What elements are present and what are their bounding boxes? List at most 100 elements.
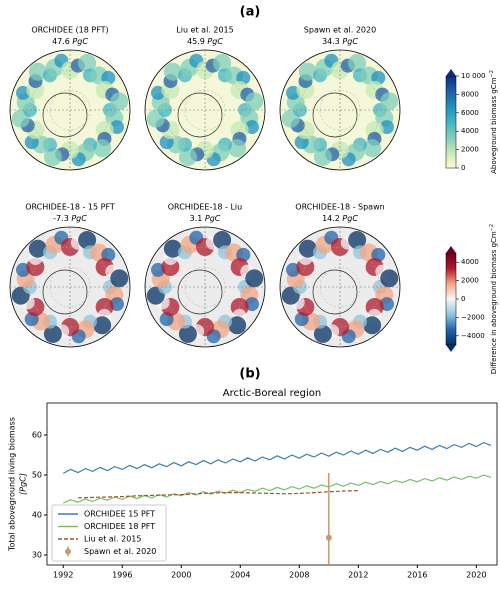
- colorbar-label: Aboveground biomass gCm−2: [489, 70, 499, 174]
- map-patch: [110, 269, 129, 288]
- colorbar-tick-label: 0: [461, 295, 465, 303]
- map-title: ORCHIDEE-18 - 15 PFT: [25, 203, 115, 212]
- map-total: 45.9 PgC: [187, 37, 223, 46]
- y-axis-label: Total aboveground living biomass: [8, 417, 17, 552]
- legend-label: ORCHIDEE 18 PFT: [84, 522, 155, 531]
- map-patch: [245, 269, 264, 288]
- chart-title: Arctic-Boreal region: [223, 388, 321, 399]
- map-patch: [363, 139, 382, 158]
- colorbar-label-sup: −2: [489, 224, 495, 231]
- panel-label: (b): [239, 367, 260, 382]
- parallel: [164, 246, 246, 328]
- parallel: [49, 266, 91, 308]
- y-tick-label: 40: [32, 511, 42, 520]
- map-total-value: 14.2: [322, 214, 340, 223]
- colorbar-tick-label: 4000: [461, 258, 479, 266]
- map-total: 3.1 PgC: [190, 214, 221, 223]
- colorbar-label-text: Aboveground biomass gCm: [490, 77, 498, 174]
- land-outline: [177, 92, 223, 138]
- map-patch: [363, 316, 382, 335]
- map-patch: [348, 231, 367, 250]
- map-patch: [228, 316, 247, 335]
- x-tick-label: 1996: [112, 571, 132, 580]
- map-title: ORCHIDEE-18 - Spawn: [295, 203, 384, 212]
- x-tick-label: 2020: [466, 571, 486, 580]
- map-patch: [93, 139, 112, 158]
- parallel: [299, 69, 381, 151]
- legend-swatch: [65, 548, 71, 555]
- line: [62, 474, 492, 504]
- colorbar-tick-label: 2000: [461, 277, 479, 285]
- land-outline: [312, 269, 358, 315]
- parallel: [164, 69, 246, 151]
- line: [62, 441, 492, 474]
- colorbar-tick-label: 8000: [461, 90, 479, 98]
- map-patch: [178, 324, 197, 343]
- x-tick-label: 1992: [53, 571, 73, 580]
- parallel: [299, 246, 381, 328]
- legend-label: Liu et al. 2015: [84, 535, 141, 544]
- y-tick-label: 30: [32, 551, 42, 560]
- parallel: [184, 266, 226, 308]
- colorbar-tick-label: −4000: [461, 332, 485, 340]
- x-tick-label: 2008: [289, 571, 309, 580]
- map-title: Liu et al. 2015: [176, 26, 233, 35]
- parallel: [184, 89, 226, 131]
- land-outline: [177, 269, 223, 315]
- line: [77, 490, 359, 499]
- map-patch: [298, 239, 317, 258]
- colorbar: [445, 75, 457, 169]
- map-total-unit: PgC: [71, 214, 87, 223]
- map-patch: [228, 139, 247, 158]
- colorbar-tick-label: 6000: [461, 109, 479, 117]
- colorbar-tick-label: 10 000: [461, 72, 486, 80]
- legend-label: Spawn et al. 2020: [84, 547, 156, 556]
- colorbar-tick-label: 2000: [461, 146, 479, 154]
- map-total-unit: PgC: [342, 37, 358, 46]
- map-patch: [380, 269, 399, 288]
- map-patch: [78, 231, 97, 250]
- parallel: [29, 246, 111, 328]
- map-title: ORCHIDEE-18 - Liu: [168, 203, 242, 212]
- colorbar-label: Difference in aboveground biomass gCm−2: [489, 224, 499, 374]
- colorbar-tick-label: 4000: [461, 127, 479, 135]
- panel-label: (a): [240, 5, 261, 20]
- plot-frame: [46, 402, 498, 566]
- map-total-value: 45.9: [187, 37, 205, 46]
- map-total: 34.3 PgC: [322, 37, 358, 46]
- map-patch: [245, 92, 264, 111]
- map-total: 47.6 PgC: [52, 37, 88, 46]
- map-title: Spawn et al. 2020: [304, 26, 376, 35]
- colorbar-label-sup: −2: [489, 70, 495, 77]
- parallel: [29, 69, 111, 151]
- map-total-value: -7.3: [53, 214, 69, 223]
- parallel: [319, 266, 361, 308]
- parallel: [319, 89, 361, 131]
- colorbar-label-text: Difference in aboveground biomass gCm: [490, 231, 498, 374]
- x-tick-label: 2000: [171, 571, 191, 580]
- x-tick-label: 2012: [348, 571, 368, 580]
- colorbar-extend: [446, 345, 456, 352]
- point: [325, 534, 332, 541]
- parallel: [49, 89, 91, 131]
- colorbar-tick-label: 0: [461, 164, 465, 172]
- map-patch: [298, 62, 317, 81]
- land-outline: [42, 269, 88, 315]
- map-patch: [43, 147, 62, 166]
- map-patch: [348, 54, 367, 73]
- map-patch: [110, 92, 129, 111]
- colorbar-extend: [446, 246, 456, 253]
- map-total-value: 3.1: [190, 214, 203, 223]
- map-patch: [313, 147, 332, 166]
- map-patch: [43, 324, 62, 343]
- map-patch: [163, 62, 182, 81]
- land-outline: [42, 92, 88, 138]
- map-patch: [313, 324, 332, 343]
- map-patch: [213, 231, 232, 250]
- land-outline: [312, 92, 358, 138]
- map-patch: [163, 239, 182, 258]
- map-total-value: 47.6: [52, 37, 70, 46]
- map-total-unit: PgC: [205, 214, 221, 223]
